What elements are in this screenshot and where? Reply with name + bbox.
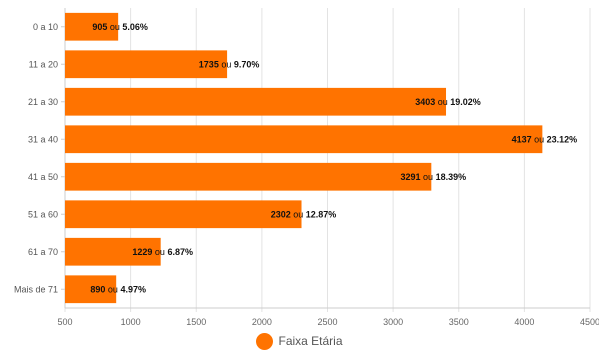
- category-label: 21 a 30: [28, 97, 58, 107]
- legend-swatch: [256, 332, 274, 350]
- data-label: 3291 ou 18.39%: [401, 172, 467, 182]
- legend-label: Faixa Etária: [278, 334, 343, 348]
- x-tick-label: 2500: [317, 317, 337, 327]
- x-tick-label: 1000: [121, 317, 141, 327]
- bar: [65, 125, 543, 154]
- legend[interactable]: Faixa Etária: [0, 332, 599, 350]
- bar: [65, 87, 447, 116]
- category-label: 41 a 50: [28, 172, 58, 182]
- category-label: 0 a 10: [33, 22, 58, 32]
- x-tick-label: 2000: [252, 317, 272, 327]
- bar: [65, 12, 119, 41]
- data-label: 4137 ou 23.12%: [512, 134, 578, 144]
- data-label: 1229 ou 6.87%: [132, 247, 193, 257]
- x-tick-label: 4000: [514, 317, 534, 327]
- x-tick-label: 4500: [580, 317, 599, 327]
- bar: [65, 200, 302, 229]
- x-tick-label: 500: [57, 317, 72, 327]
- category-label: 11 a 20: [29, 59, 58, 69]
- data-label: 2302 ou 12.87%: [271, 209, 337, 219]
- bar: [65, 50, 228, 79]
- x-tick-label: 1500: [186, 317, 206, 327]
- data-label: 905 ou 5.06%: [92, 22, 148, 32]
- category-label: Mais de 71: [14, 284, 58, 294]
- x-tick-label: 3500: [449, 317, 469, 327]
- category-label: 61 a 70: [28, 247, 58, 257]
- bar: [65, 162, 432, 191]
- category-label: 31 a 40: [28, 134, 58, 144]
- data-label: 890 ou 4.97%: [90, 284, 146, 294]
- bar: [65, 237, 161, 266]
- x-tick-label: 3000: [383, 317, 403, 327]
- category-label: 51 a 60: [28, 209, 58, 219]
- bar: [65, 275, 117, 304]
- data-label: 3403 ou 19.02%: [415, 97, 481, 107]
- data-label: 1735 ou 9.70%: [199, 59, 260, 69]
